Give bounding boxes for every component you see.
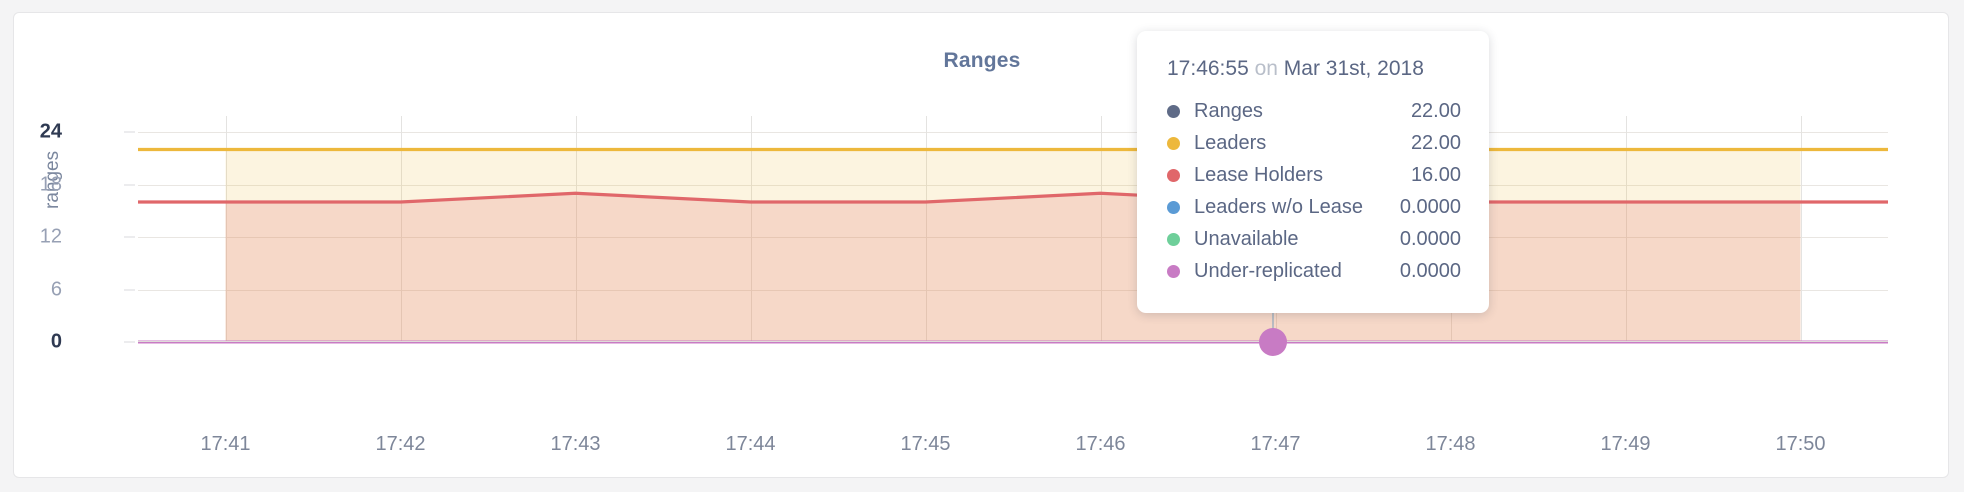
gridline-vertical xyxy=(1100,116,1102,342)
gridline-vertical xyxy=(925,116,927,342)
tooltip-series-label: Under-replicated xyxy=(1194,259,1342,282)
series-color-dot-icon xyxy=(1167,232,1180,246)
hover-marker-under-replicated xyxy=(1258,328,1287,356)
tooltip-row: Ranges 22.00 xyxy=(1167,95,1461,127)
gridline-vertical xyxy=(1800,116,1802,342)
tooltip-row: Under-replicated 0.0000 xyxy=(1167,255,1461,287)
tooltip-series-value: 16.00 xyxy=(1410,163,1461,186)
y-tick-mark xyxy=(124,131,135,133)
gridline-vertical xyxy=(750,116,752,342)
tooltip-date: Mar 31st, 2018 xyxy=(1283,57,1424,80)
x-tick-label: 17:48 xyxy=(1425,433,1476,455)
tooltip-series-value: 0.0000 xyxy=(1399,195,1461,218)
series-paths xyxy=(138,147,1888,344)
y-tick-label: 18 xyxy=(39,173,62,195)
x-tick-label: 17:42 xyxy=(375,433,426,455)
gridline-vertical xyxy=(225,116,227,342)
plot-area xyxy=(138,116,1888,344)
tooltip-time: 17:46:55 xyxy=(1167,57,1249,80)
series-color-dot-icon xyxy=(1167,136,1180,150)
tooltip-on-word: on xyxy=(1254,57,1278,80)
gridline-vertical xyxy=(575,116,577,342)
x-tick-label: 17:49 xyxy=(1600,433,1651,455)
gridlines xyxy=(138,116,1888,342)
gridline-horizontal xyxy=(138,237,1888,238)
tooltip-rows: Ranges 22.00 Leaders 22.00 Lease Holders 16.0… xyxy=(1167,95,1461,287)
x-tick-label: 17:41 xyxy=(200,433,251,455)
series-color-dot-icon xyxy=(1167,168,1180,182)
x-tick-label: 17:45 xyxy=(900,433,951,455)
series-color-dot-icon xyxy=(1167,264,1180,278)
x-axis-baseline xyxy=(138,341,1888,342)
series-area-lease-holders xyxy=(225,193,1801,342)
y-tick-mark xyxy=(124,184,135,185)
gridline-horizontal xyxy=(138,289,1888,291)
hover-tooltip: 17:46:55 on Mar 31st, 2018 Ranges 22.00 Le… xyxy=(1137,31,1489,313)
x-tick-label: 17:50 xyxy=(1775,433,1826,455)
series-color-dot-icon xyxy=(1167,200,1180,214)
tooltip-series-label: Leaders xyxy=(1194,131,1267,154)
tooltip-series-value: 0.0000 xyxy=(1399,227,1461,250)
tooltip-series-label: Leaders w/o Lease xyxy=(1194,195,1364,218)
gridline-vertical xyxy=(400,116,402,342)
tooltip-series-label: Ranges xyxy=(1194,99,1263,122)
x-tick-label: 17:47 xyxy=(1250,433,1301,455)
tooltip-series-value: 22.00 xyxy=(1410,131,1461,154)
y-tick-label: 24 xyxy=(39,120,62,143)
series-line-lease-holders xyxy=(225,191,1801,204)
tooltip-series-label: Unavailable xyxy=(1194,227,1299,250)
tooltip-row: Unavailable 0.0000 xyxy=(1167,223,1461,255)
chart-card: Ranges ranges 24 18 12 6 0 17:41 17:42 17:43 17… xyxy=(13,12,1949,478)
y-tick-label: 0 xyxy=(50,330,62,353)
x-tick-label: 17:44 xyxy=(725,433,776,455)
y-tick-label: 12 xyxy=(39,225,62,248)
y-tick-mark xyxy=(124,289,135,290)
tooltip-series-value: 0.0000 xyxy=(1399,259,1461,282)
page-title: Ranges xyxy=(943,49,1021,72)
x-tick-label: 17:46 xyxy=(1075,433,1126,455)
tooltip-row: Leaders 22.00 xyxy=(1167,127,1461,159)
series-color-dot-icon xyxy=(1167,104,1180,118)
gridline-horizontal xyxy=(138,184,1888,186)
tooltip-row: Leaders w/o Lease 0.0000 xyxy=(1167,191,1461,223)
x-tick-label: 17:43 xyxy=(550,433,601,455)
gridline-horizontal xyxy=(138,132,1888,133)
gridline-vertical xyxy=(1625,116,1627,342)
y-tick-mark xyxy=(124,341,135,343)
tooltip-series-label: Lease Holders xyxy=(1194,163,1323,186)
tooltip-row: Lease Holders 16.00 xyxy=(1167,159,1461,191)
tooltip-series-value: 22.00 xyxy=(1410,99,1461,122)
y-tick-mark xyxy=(124,236,135,238)
tooltip-timestamp: 17:46:55 on Mar 31st, 2018 xyxy=(1167,57,1461,81)
y-tick-label: 6 xyxy=(50,278,62,300)
